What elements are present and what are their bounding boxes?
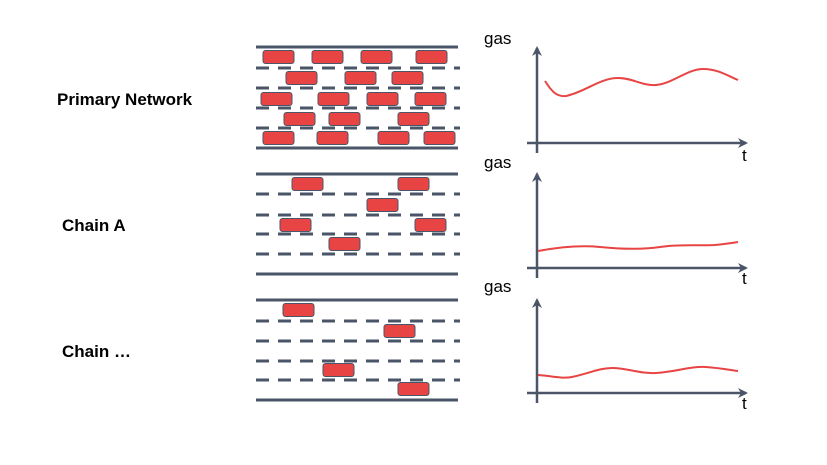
transaction-block [328,112,361,126]
transaction-block [262,50,295,64]
y-axis-label: gas [484,153,511,172]
transaction-block [311,50,344,64]
gas-curve [537,365,739,379]
transaction-block [322,363,355,377]
transaction-block [383,324,416,338]
transaction-block [317,92,350,106]
transaction-block [282,303,315,317]
network-chain-a: Chain A gas t [62,153,748,288]
transaction-block [328,237,361,251]
gas-curve [544,67,739,98]
transaction-block [397,382,430,396]
x-axis-label: t [742,269,747,288]
transaction-block [377,131,410,145]
transaction-block [423,131,456,145]
transaction-block [415,50,448,64]
transaction-block [397,177,430,191]
network-label: Chain A [62,216,126,235]
x-axis-label: t [742,146,747,165]
network-label: Primary Network [57,90,193,109]
transaction-block [285,71,318,85]
transaction-block [391,71,424,85]
transaction-block [414,218,447,232]
transaction-block [291,177,324,191]
transaction-block [279,218,312,232]
transaction-block [414,92,447,106]
y-axis-label: gas [484,29,511,48]
transaction-block [366,198,399,212]
transaction-block [397,112,430,126]
transaction-block [316,131,349,145]
transaction-block [260,92,293,106]
transaction-block [283,112,316,126]
y-axis-label: gas [484,277,511,296]
network-chain-other: Chain … gas t [62,277,748,413]
transaction-block [344,71,377,85]
transaction-block [360,50,393,64]
gas-curve [537,241,739,252]
network-primary: Primary Network gas t [57,29,748,165]
transaction-block [366,92,399,106]
network-label: Chain … [62,342,131,361]
x-axis-label: t [742,394,747,413]
transaction-block [262,131,295,145]
